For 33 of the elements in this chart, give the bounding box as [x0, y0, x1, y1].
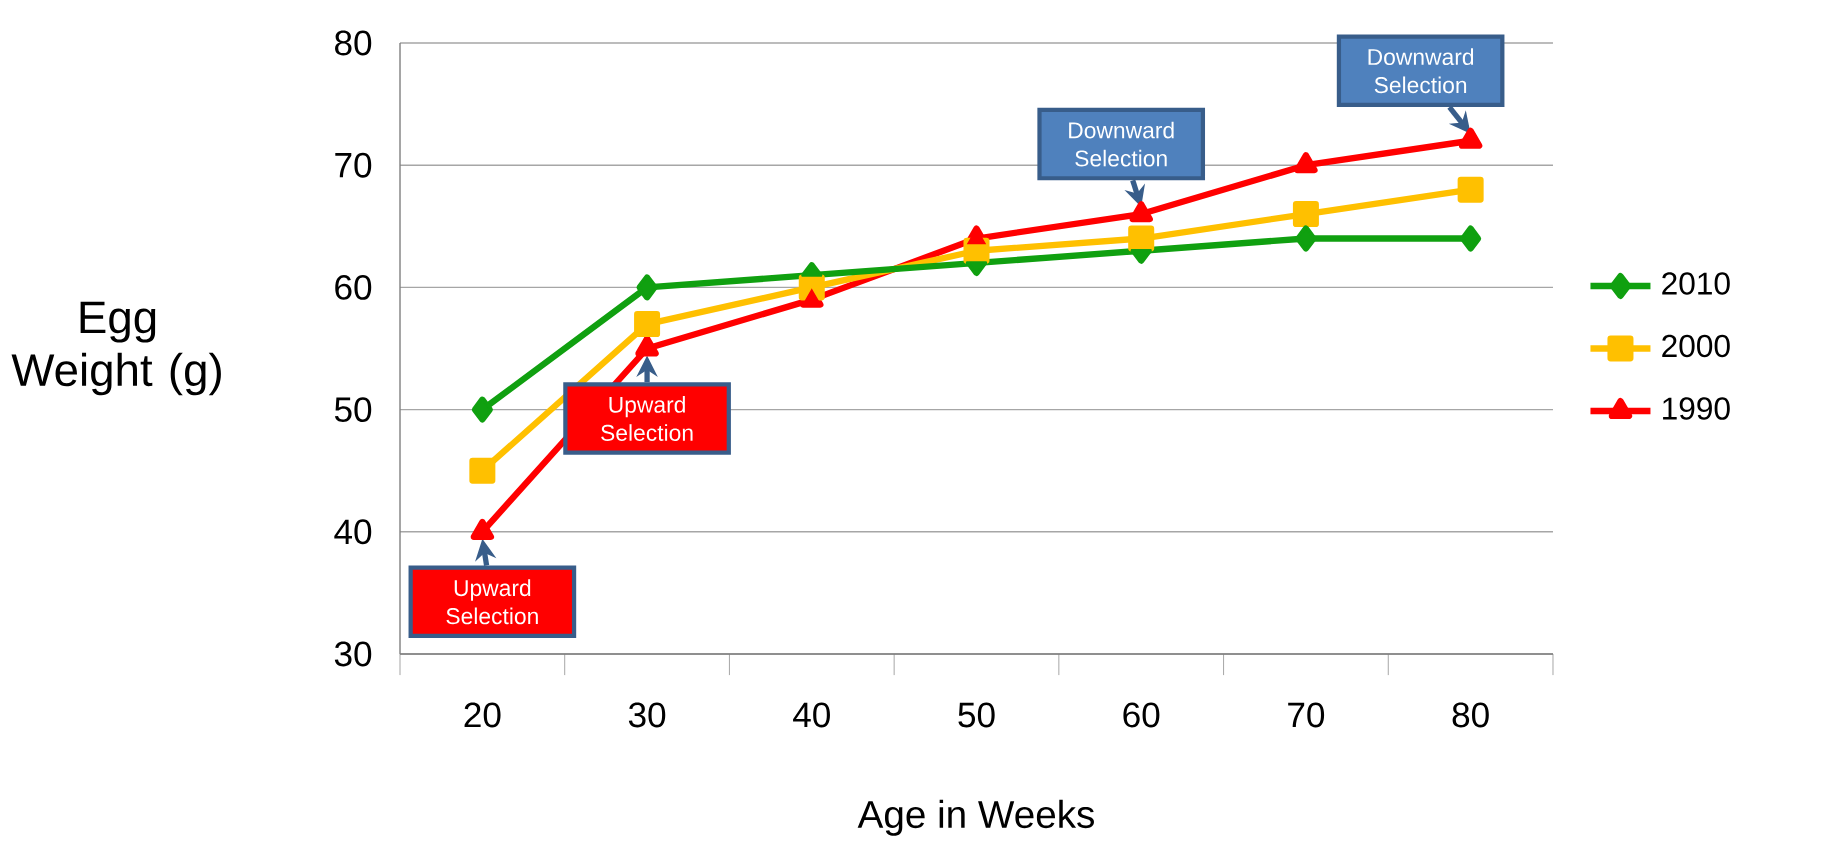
annotation: Downward Selection [1368, 48, 1474, 94]
point [634, 311, 661, 338]
annotation: Upward Selection [601, 396, 693, 441]
annotation: Upward Selection [446, 579, 538, 625]
legend-label: 2000 [1662, 334, 1730, 358]
point [1460, 225, 1482, 252]
y-tick-label: 50 [334, 397, 372, 423]
point [1128, 225, 1155, 252]
y-axis-title: Egg Weight (g) [11, 301, 221, 396]
x-tick-label: 60 [1123, 702, 1160, 728]
point [636, 274, 658, 301]
y-tick-label: 60 [335, 274, 372, 300]
y-tick-label: 40 [334, 519, 372, 545]
x-axis-title: Age in Weeks [857, 799, 1094, 836]
point [1292, 201, 1319, 228]
y-tick-label: 30 [334, 641, 372, 667]
legend-label: 2010 [1662, 272, 1730, 295]
point [1295, 225, 1317, 252]
y-tick-label: 70 [335, 152, 372, 178]
legend-label: 1990 [1663, 397, 1730, 420]
x-tick-label: 40 [793, 702, 830, 728]
x-tick-label: 80 [1452, 702, 1489, 728]
point [1129, 201, 1153, 223]
annotation: Downward Selection [1069, 121, 1174, 167]
point [1294, 152, 1318, 174]
x-tick-label: 30 [628, 702, 666, 728]
point [1457, 176, 1484, 203]
x-tick-label: 20 [464, 702, 501, 728]
x-tick-label: 70 [1288, 702, 1325, 728]
y-tick-label: 80 [335, 30, 372, 56]
x-tick-label: 50 [958, 702, 995, 728]
point [471, 396, 493, 423]
point [469, 457, 496, 484]
